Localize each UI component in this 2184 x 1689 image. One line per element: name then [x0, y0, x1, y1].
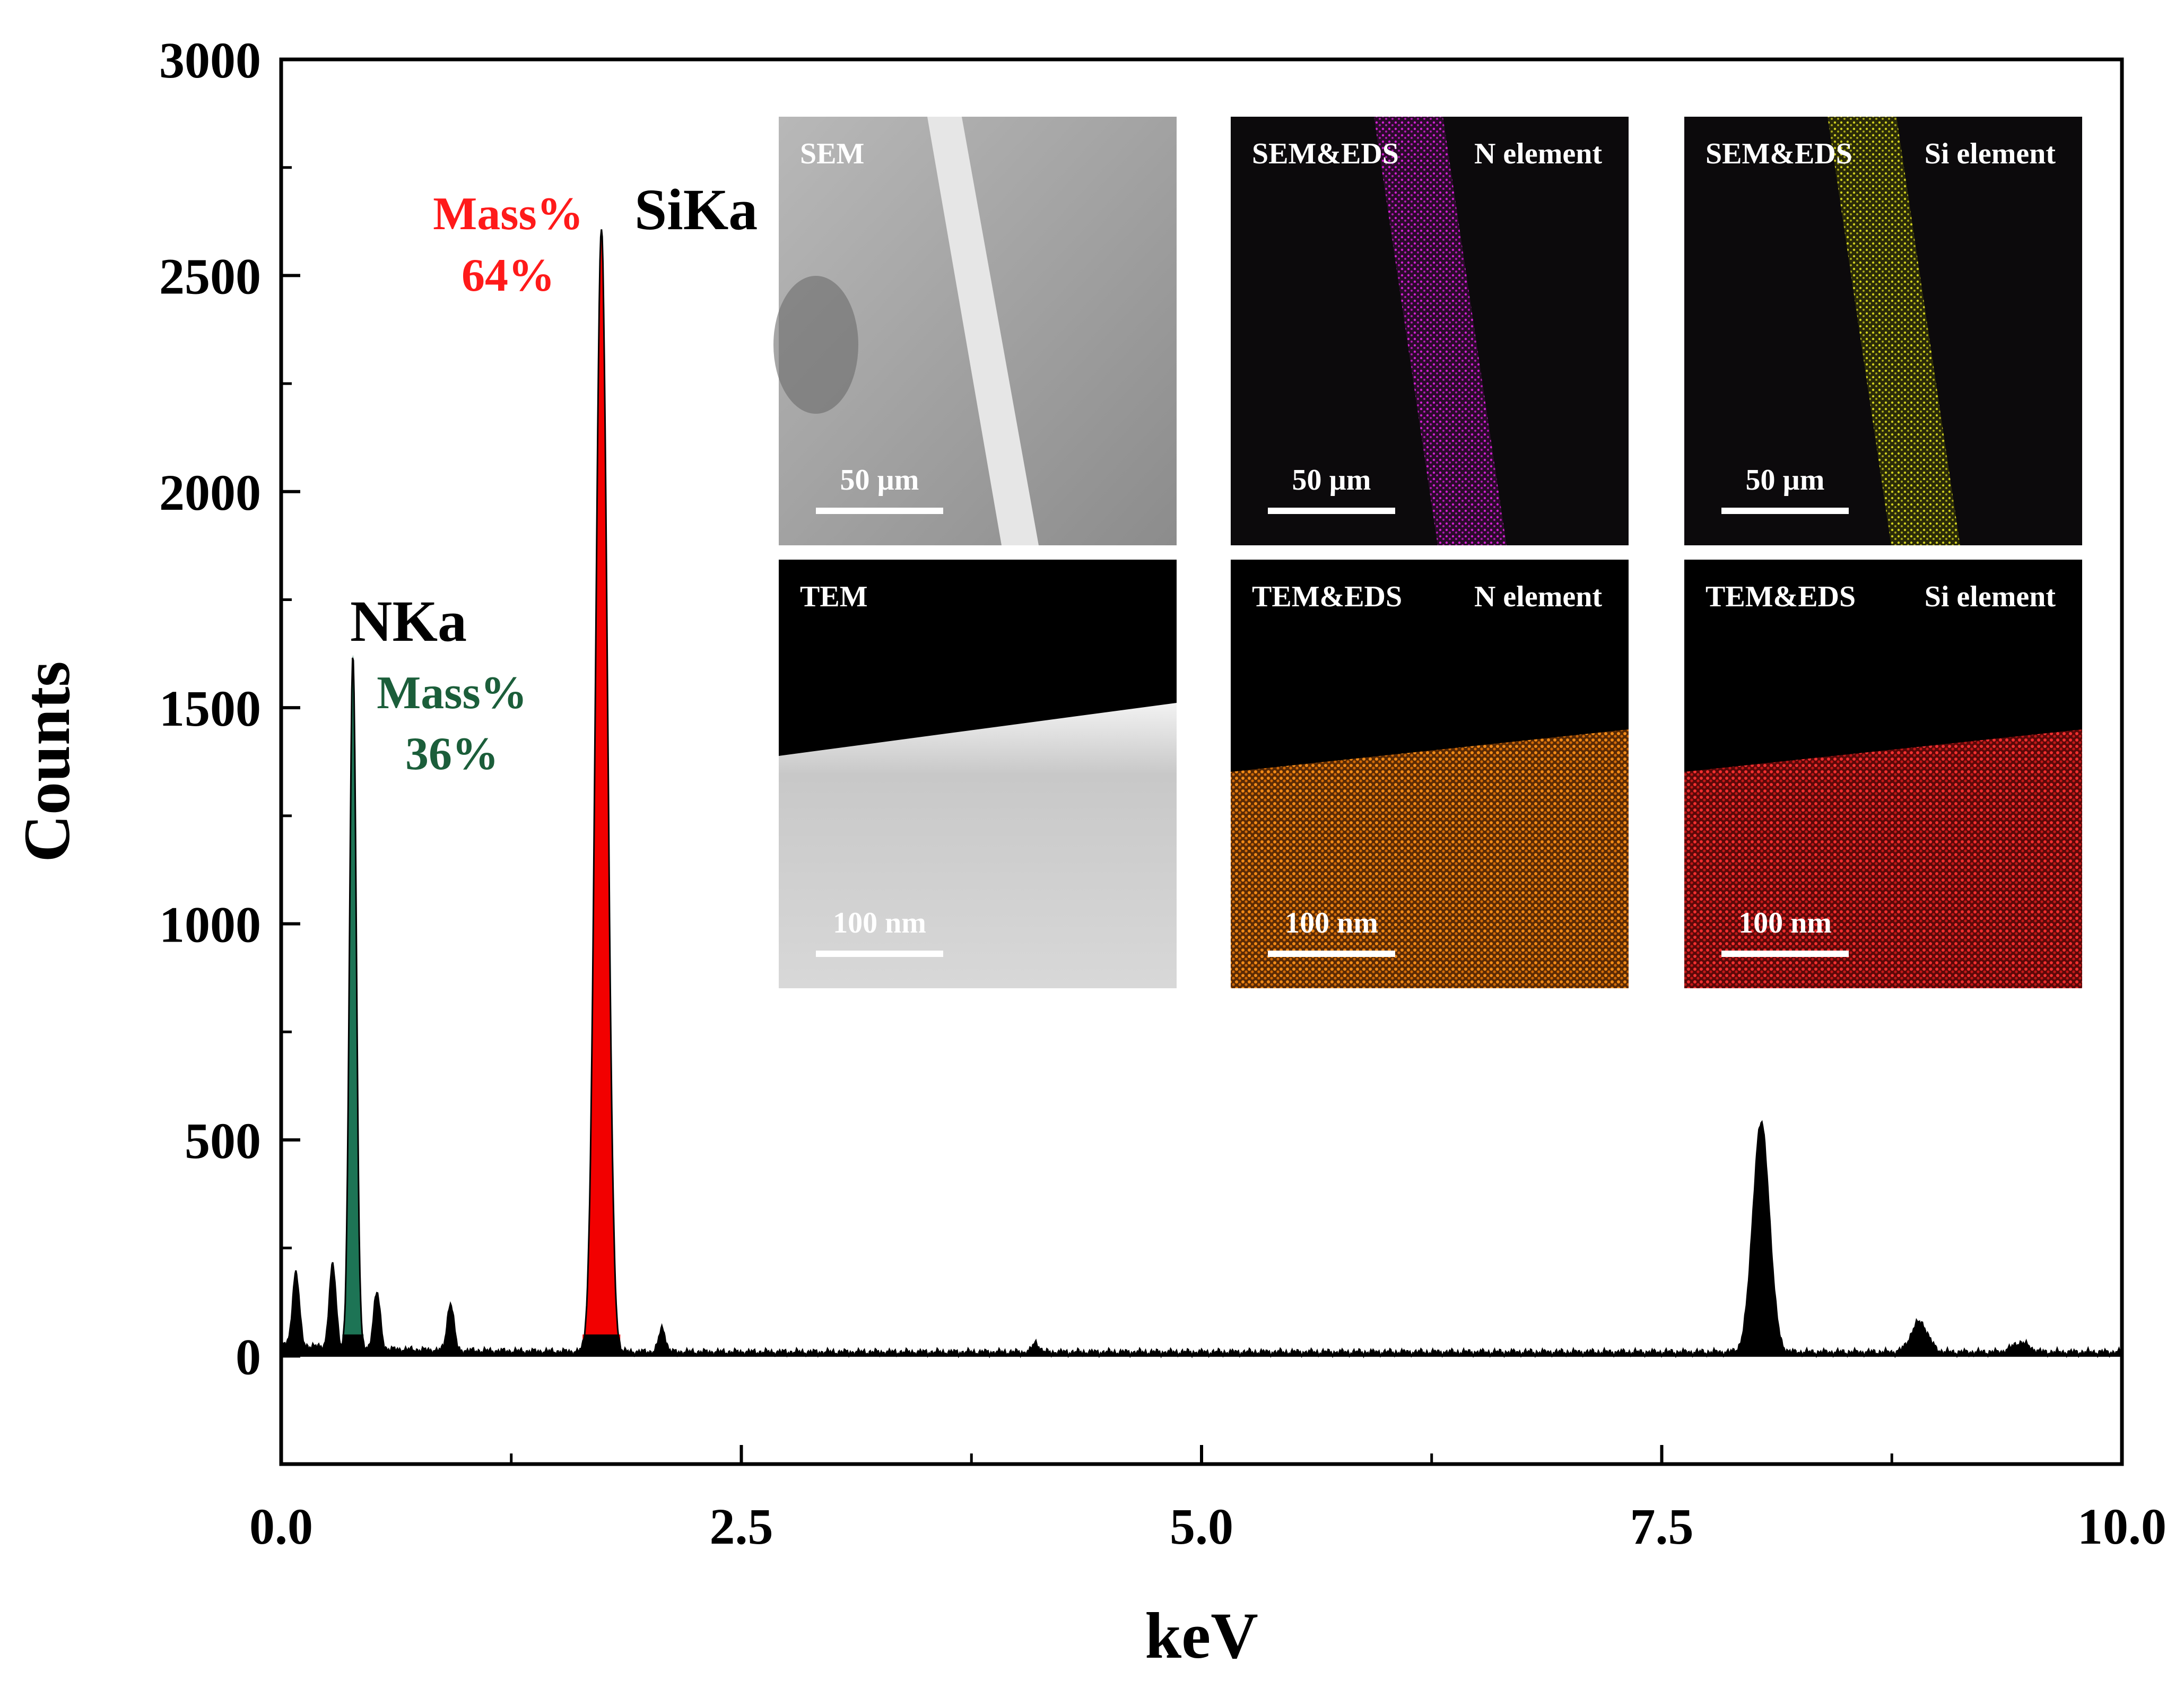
scale-bar-label: 50 µm	[1292, 464, 1371, 497]
inset-panel: SEM&EDS N element 50 µm	[1231, 117, 1629, 545]
mass-value-sika: 64%	[462, 250, 555, 301]
scale-bar-label: 50 µm	[840, 464, 919, 497]
inset-panel: SEM&EDS Si element 50 µm	[1684, 117, 2082, 545]
y-tick-label: 1000	[159, 896, 261, 953]
x-tick-label: 2.5	[710, 1498, 773, 1555]
y-tick-label: 3000	[159, 32, 261, 89]
inset-panel: TEM&EDS N element 100 nm	[1231, 560, 1629, 988]
x-axis-title: keV	[1145, 1599, 1258, 1672]
scale-bar-label: 50 µm	[1746, 464, 1825, 497]
sem-blob	[773, 276, 858, 414]
inset-panel: TEM 100 nm	[779, 560, 1177, 988]
y-tick-label: 500	[185, 1112, 261, 1169]
scale-bar-label: 100 nm	[1738, 907, 1832, 939]
y-axis-title: Counts	[11, 661, 83, 862]
scale-bar-label: 100 nm	[833, 907, 926, 939]
y-tick-label: 2000	[159, 464, 261, 521]
fiber	[927, 117, 1039, 545]
y-tick-label: 1500	[159, 680, 261, 737]
scale-bar-label: 100 nm	[1285, 907, 1378, 939]
inset-label: SEM	[800, 137, 864, 170]
peak-fill-nka	[342, 655, 364, 1345]
peak-label-sika: SiKa	[634, 177, 758, 242]
inset-label: TEM&EDS	[1706, 580, 1856, 613]
x-tick-label: 10.0	[2077, 1498, 2166, 1555]
eds-region-map	[1231, 729, 1629, 988]
y-tick-label: 0	[236, 1328, 261, 1385]
inset-element-label: N element	[1474, 137, 1602, 170]
inset-label: TEM&EDS	[1252, 580, 1402, 613]
peak-fill-sika	[582, 229, 621, 1346]
x-tick-label: 5.0	[1170, 1498, 1233, 1555]
eds-fiber-map	[1374, 117, 1507, 545]
inset-element-label: N element	[1474, 580, 1602, 613]
inset-label: TEM	[800, 580, 868, 613]
inset-label: SEM&EDS	[1252, 137, 1399, 170]
tem-sample	[779, 703, 1177, 988]
inset-element-label: Si element	[1925, 137, 2056, 170]
inset-element-label: Si element	[1925, 580, 2056, 613]
peak-label-nka: NKa	[350, 589, 467, 654]
inset-panel: TEM&EDS Si element 100 nm	[1684, 560, 2082, 988]
x-tick-label: 7.5	[1630, 1498, 1694, 1555]
eds-fiber-map	[1828, 117, 1960, 545]
mass-label-sika: Mass%	[433, 188, 584, 240]
x-tick-label: 0.0	[249, 1498, 313, 1555]
mass-value-nka: 36%	[405, 728, 499, 780]
mass-label-nka: Mass%	[377, 667, 527, 719]
spectrum-line	[280, 229, 2123, 1359]
y-tick-label: 2500	[159, 248, 261, 304]
inset-label: SEM&EDS	[1706, 137, 1852, 170]
eds-region-map	[1684, 729, 2082, 988]
inset-panel: SEM 50 µm	[773, 117, 1177, 545]
